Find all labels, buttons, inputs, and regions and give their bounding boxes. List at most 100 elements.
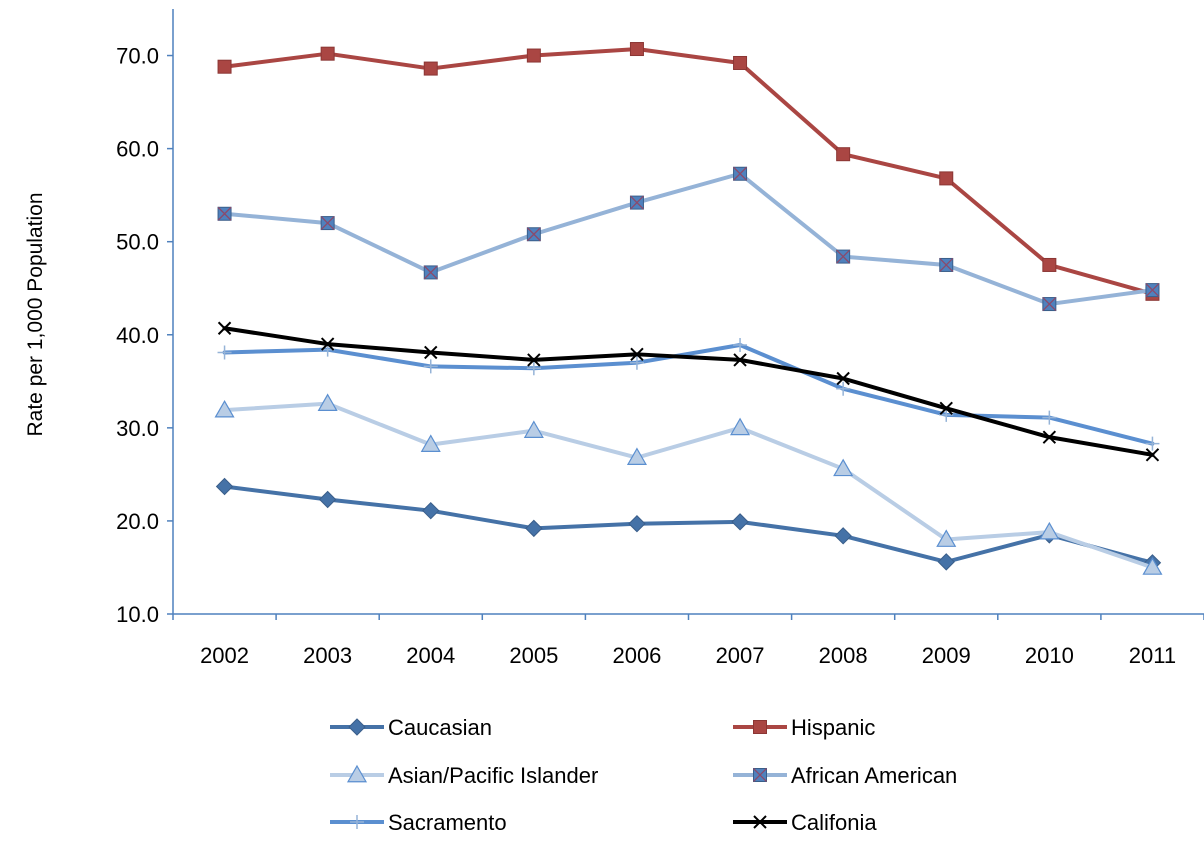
data-point-califonia — [939, 401, 953, 416]
data-point-asian-pacific-islander — [1039, 521, 1060, 540]
series-line-african-american — [222, 171, 1155, 307]
legend-marker-sacramento — [350, 815, 364, 829]
data-point-califonia — [320, 337, 335, 351]
data-point-califonia — [217, 321, 232, 335]
data-point-african-american — [526, 227, 541, 242]
x-tick-label: 2008 — [819, 643, 868, 668]
data-point-sacramento — [629, 355, 644, 370]
data-point-hispanic — [733, 55, 748, 70]
data-point-califonia — [424, 345, 438, 360]
legend-item-african-american: African American — [733, 763, 957, 788]
data-point-hispanic — [217, 59, 232, 74]
series-caucasian — [215, 477, 1162, 572]
data-point-caucasian — [834, 527, 852, 545]
data-point-african-american — [836, 249, 851, 264]
data-point-califonia — [630, 347, 644, 362]
series-line-califonia — [222, 326, 1155, 457]
series-hispanic — [217, 42, 1160, 301]
series-line-sacramento — [222, 343, 1155, 446]
x-tick-label: 2010 — [1025, 643, 1074, 668]
x-tick-label: 2011 — [1129, 643, 1176, 668]
data-point-african-american — [733, 166, 748, 181]
series-line-hispanic — [222, 47, 1155, 296]
data-point-sacramento — [217, 345, 232, 360]
data-point-hispanic — [629, 42, 644, 57]
x-tick-label: 2009 — [922, 643, 971, 668]
x-tick-label: 2003 — [303, 643, 352, 668]
data-point-african-american — [1042, 297, 1057, 312]
series-califonia — [217, 321, 1160, 462]
data-point-african-american — [939, 257, 954, 272]
data-point-caucasian — [215, 477, 234, 496]
y-tick-label: 60.0 — [116, 137, 159, 162]
data-point-asian-pacific-islander — [1142, 557, 1163, 575]
data-point-caucasian — [525, 519, 543, 538]
data-point-sacramento — [1145, 436, 1160, 451]
data-point-califonia — [1145, 448, 1160, 462]
data-point-asian-pacific-islander — [730, 417, 751, 436]
data-point-califonia — [1042, 430, 1057, 444]
data-point-asian-pacific-islander — [936, 529, 957, 547]
legend-item-hispanic: Hispanic — [733, 715, 875, 740]
data-point-califonia — [836, 371, 850, 386]
axes: 10.0 20.0 30.0 40.0 50.0 60.0 70.0 2002 2003 2004… — [24, 9, 1204, 668]
y-tick-label: 30.0 — [116, 416, 159, 441]
legend-label: Sacramento — [388, 810, 507, 835]
data-point-african-american — [629, 195, 644, 210]
data-point-african-american — [1145, 283, 1160, 298]
data-point-asian-pacific-islander — [420, 434, 441, 452]
x-tick-label: 2007 — [716, 643, 765, 668]
legend-item-asian-pacific-islander: Asian/Pacific Islander — [330, 763, 598, 788]
y-axis-title: Rate per 1,000 Population — [24, 192, 47, 436]
legend-label: Caucasian — [388, 715, 492, 740]
series-asian-pacific-islander — [214, 393, 1163, 575]
data-point-caucasian — [318, 490, 337, 509]
series-african-american — [217, 166, 1160, 312]
data-point-asian-pacific-islander — [214, 399, 235, 418]
data-point-hispanic — [836, 147, 851, 162]
legend-marker-hispanic — [753, 720, 767, 734]
y-tick-label: 50.0 — [116, 230, 159, 255]
data-point-hispanic — [320, 46, 335, 61]
data-point-califonia — [527, 353, 541, 367]
data-point-asian-pacific-islander — [626, 447, 647, 465]
legend-label: Hispanic — [791, 715, 875, 740]
legend: Caucasian Hispanic Asian/Pacific Islander A… — [330, 715, 957, 835]
data-point-sacramento — [423, 359, 438, 374]
data-point-sacramento — [526, 361, 541, 376]
data-point-hispanic — [526, 48, 541, 63]
series-line-asian-pacific-islander — [222, 401, 1155, 570]
data-point-caucasian — [628, 515, 646, 533]
legend-marker-caucasian — [348, 718, 366, 736]
y-tick-label: 10.0 — [116, 602, 159, 627]
legend-item-califonia: Califonia — [733, 810, 877, 835]
data-point-african-american — [320, 216, 335, 231]
legend-item-caucasian: Caucasian — [330, 715, 492, 740]
data-point-asian-pacific-islander — [523, 420, 544, 438]
x-tick-label: 2002 — [200, 643, 249, 668]
legend-item-sacramento: Sacramento — [330, 810, 507, 835]
y-tick-label: 40.0 — [116, 323, 159, 348]
x-tick-label: 2004 — [406, 643, 455, 668]
series-group — [214, 42, 1163, 575]
y-tick-label: 20.0 — [116, 509, 159, 534]
data-point-sacramento — [733, 338, 748, 353]
data-point-hispanic — [423, 61, 438, 76]
data-point-asian-pacific-islander — [833, 458, 854, 477]
data-point-caucasian — [731, 513, 749, 531]
legend-label: Califonia — [791, 810, 877, 835]
series-sacramento — [217, 338, 1160, 451]
data-point-hispanic — [1042, 257, 1057, 272]
x-tick-label: 2005 — [509, 643, 558, 668]
data-point-african-american — [423, 265, 438, 280]
data-point-caucasian — [937, 553, 955, 571]
legend-label: African American — [791, 763, 957, 788]
series-line-caucasian — [222, 484, 1155, 565]
data-point-caucasian — [422, 501, 440, 520]
data-point-sacramento — [1042, 410, 1057, 425]
data-point-hispanic — [939, 171, 954, 186]
data-point-african-american — [217, 206, 232, 221]
legend-marker-califonia — [753, 815, 767, 829]
